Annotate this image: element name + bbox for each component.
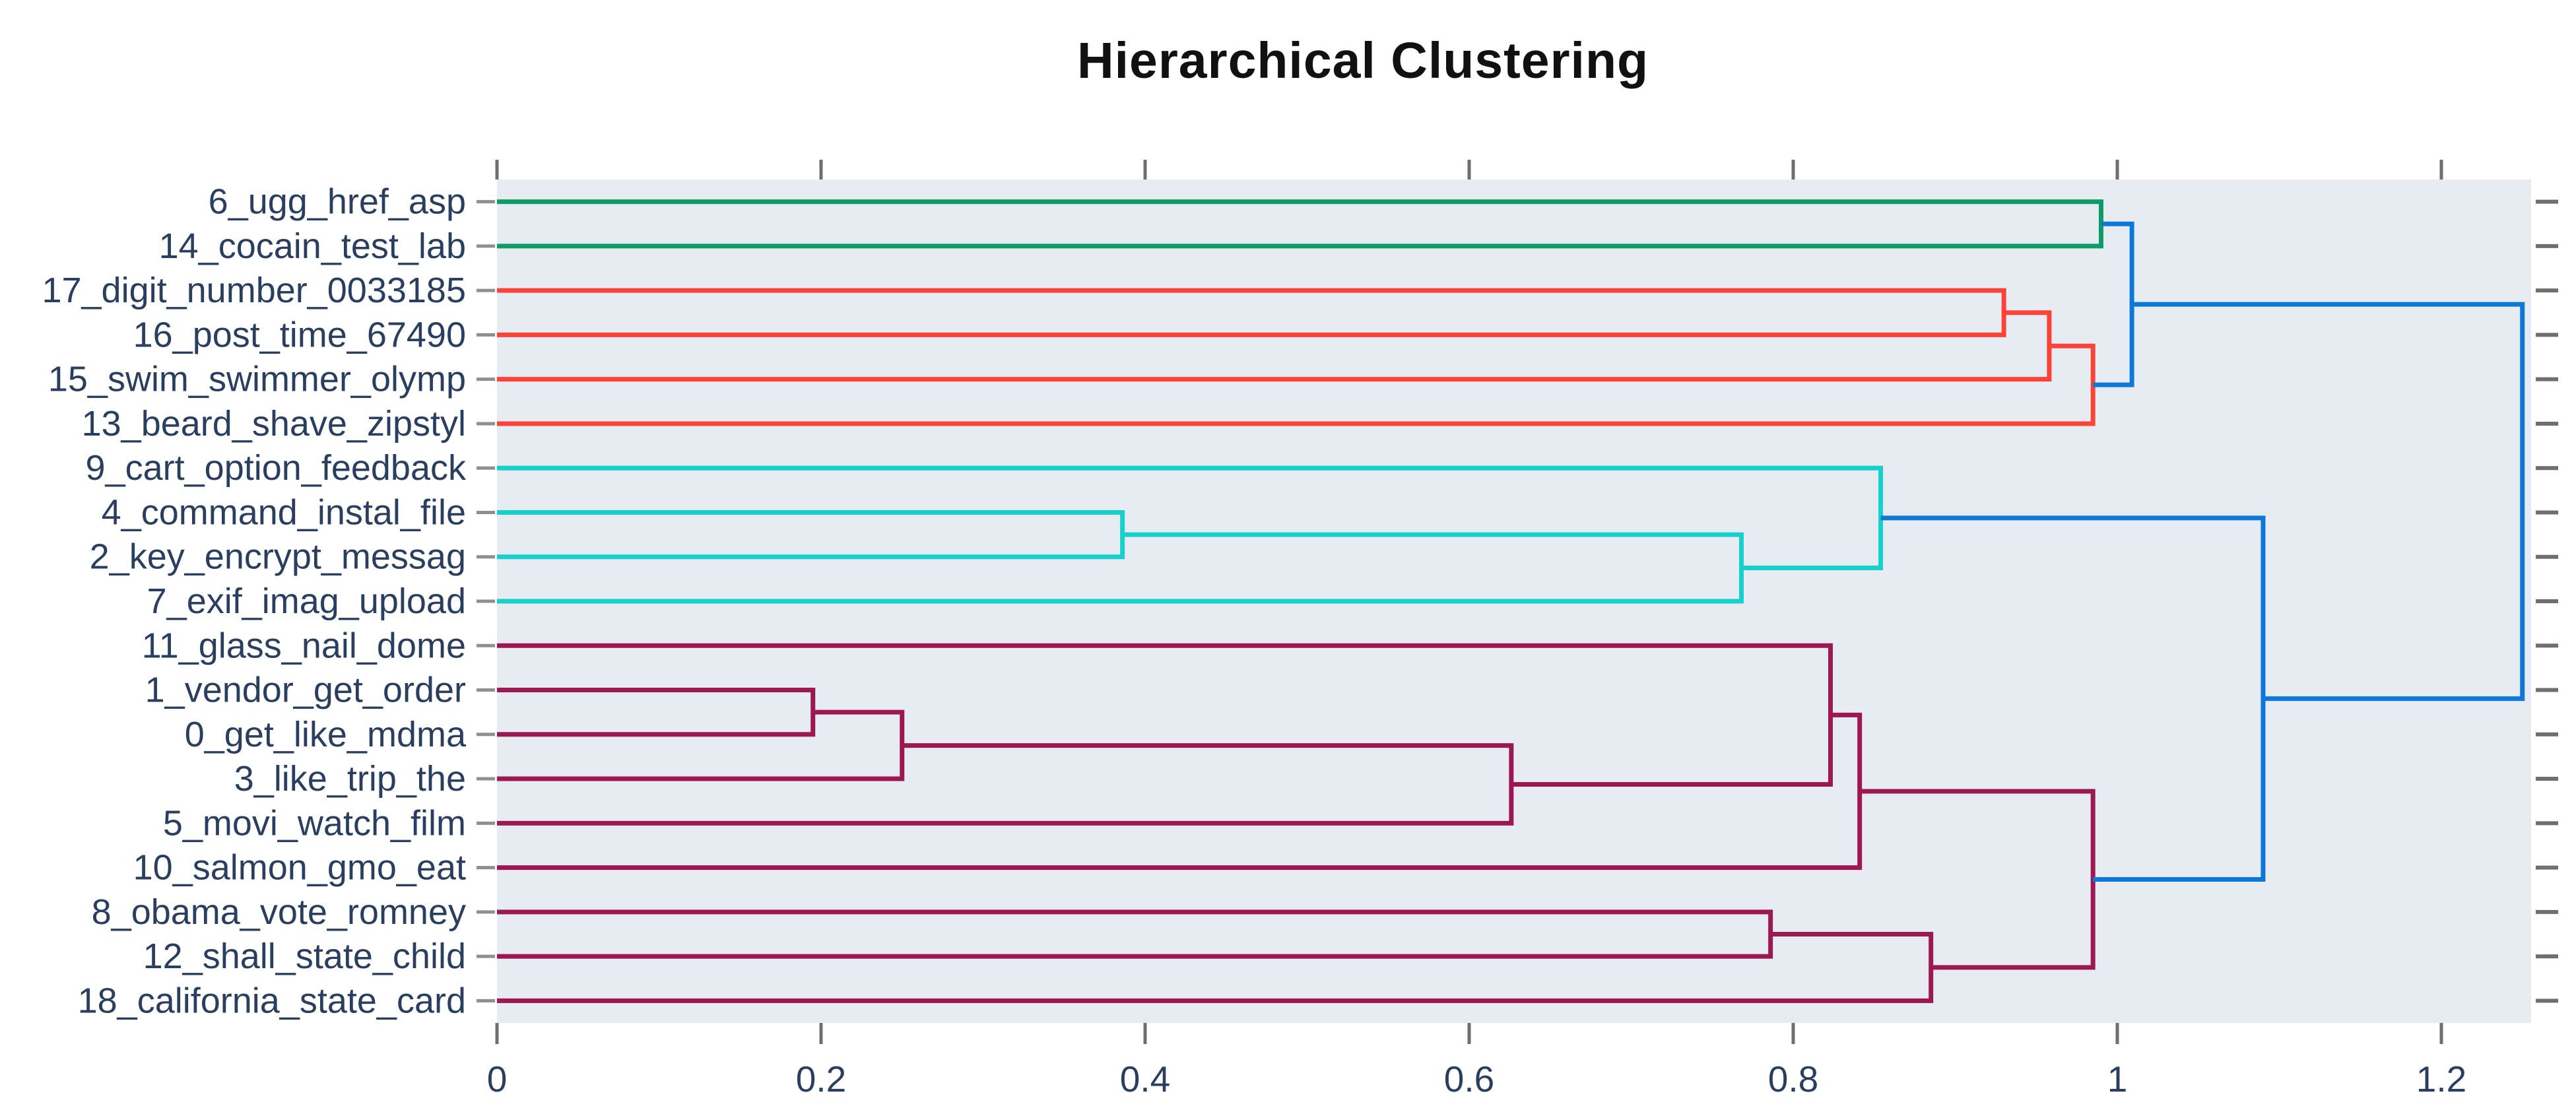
- x-tick-label: 1: [2107, 1059, 2128, 1100]
- y-tick-label: 15_swim_swimmer_olymp: [48, 360, 466, 399]
- y-tick-label: 11_glass_nail_dome: [142, 626, 466, 665]
- y-tick-label: 17_digit_number_0033185: [42, 271, 466, 310]
- y-tick-label: 5_movi_watch_film: [163, 803, 466, 843]
- y-tick-label: 12_shall_state_child: [143, 936, 466, 976]
- y-tick-label: 3_like_trip_the: [234, 759, 466, 799]
- dendrogram-link-maroon: [497, 688, 816, 737]
- y-tick-label: 7_exif_imag_upload: [147, 581, 466, 621]
- dendrogram-link-blue: [2132, 302, 2525, 702]
- y-tick-label: 2_key_encrypt_messag: [90, 537, 466, 577]
- y-tick-label: 18_california_state_card: [78, 981, 466, 1020]
- x-tick-label: 0.6: [1444, 1059, 1494, 1100]
- y-tick-label: 9_cart_option_feedback: [86, 448, 467, 488]
- x-tick-label: 0: [487, 1059, 508, 1100]
- y-tick-label: 16_post_time_67490: [133, 315, 466, 354]
- y-tick-label: 4_command_instal_file: [102, 492, 466, 532]
- x-tick-label: 0.8: [1768, 1059, 1818, 1100]
- x-tick-label: 0.2: [796, 1059, 846, 1100]
- y-tick-label: 1_vendor_get_order: [145, 671, 466, 710]
- dendrogram-link-blue: [2093, 221, 2134, 387]
- y-tick-label: 13_beard_shave_zipstyl: [82, 404, 466, 443]
- x-tick-label: 1.2: [2416, 1059, 2466, 1100]
- x-tick-label: 0.4: [1120, 1059, 1170, 1100]
- chart-title: Hierarchical Clustering: [1076, 32, 1649, 89]
- y-tick-label: 0_get_like_mdma: [185, 715, 467, 754]
- y-tick-label: 14_cocain_test_lab: [159, 226, 466, 266]
- y-tick-label: 10_salmon_gmo_eat: [133, 848, 466, 888]
- y-tick-label: 6_ugg_href_asp: [209, 182, 466, 222]
- y-tick-label: 8_obama_vote_romney: [92, 892, 466, 932]
